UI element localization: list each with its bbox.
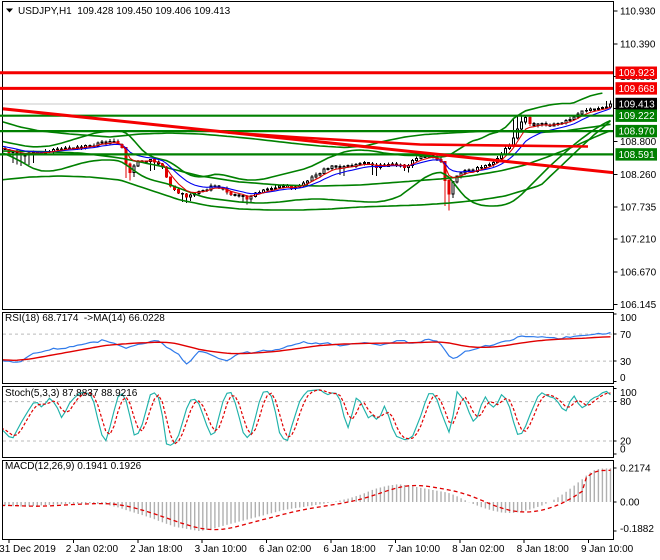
svg-text:30: 30 bbox=[620, 357, 632, 368]
svg-text:106.145: 106.145 bbox=[620, 300, 657, 311]
svg-text:108.800: 108.800 bbox=[620, 137, 657, 148]
svg-text:2 Jan 02:00: 2 Jan 02:00 bbox=[66, 544, 119, 555]
svg-text:0: 0 bbox=[620, 445, 626, 456]
svg-text:6 Jan 18:00: 6 Jan 18:00 bbox=[323, 544, 376, 555]
svg-text:109.923: 109.923 bbox=[619, 68, 656, 79]
svg-text:106.670: 106.670 bbox=[620, 268, 657, 279]
svg-text:RSI(18) 68.7174 ->MA(14) 66.0: RSI(18) 68.7174 ->MA(14) 66.0228 bbox=[5, 313, 165, 324]
svg-text:6 Jan 02:00: 6 Jan 02:00 bbox=[259, 544, 312, 555]
svg-text:0.2174: 0.2174 bbox=[620, 464, 651, 475]
svg-text:0: 0 bbox=[620, 373, 626, 384]
svg-text:108.591: 108.591 bbox=[619, 150, 656, 161]
svg-text:108.260: 108.260 bbox=[620, 170, 657, 181]
svg-text:109.413: 109.413 bbox=[619, 100, 656, 111]
svg-text:MACD(12,26,9) 0.1941 0.1926: MACD(12,26,9) 0.1941 0.1926 bbox=[5, 461, 142, 472]
svg-text:31 Dec 2019: 31 Dec 2019 bbox=[0, 544, 56, 555]
svg-text:108.970: 108.970 bbox=[619, 127, 656, 138]
svg-text:3 Jan 10:00: 3 Jan 10:00 bbox=[195, 544, 248, 555]
svg-text:8 Jan 02:00: 8 Jan 02:00 bbox=[452, 544, 505, 555]
svg-text:110.390: 110.390 bbox=[620, 40, 656, 51]
svg-text:109.668: 109.668 bbox=[619, 84, 656, 95]
svg-text:8 Jan 18:00: 8 Jan 18:00 bbox=[517, 544, 570, 555]
svg-text:107.735: 107.735 bbox=[620, 202, 657, 213]
svg-text:80: 80 bbox=[620, 397, 632, 408]
svg-text:20: 20 bbox=[620, 437, 632, 448]
svg-text:107.210: 107.210 bbox=[620, 235, 657, 246]
svg-text:100: 100 bbox=[620, 313, 637, 324]
svg-text:110.930: 110.930 bbox=[620, 7, 656, 18]
svg-text:0.00: 0.00 bbox=[620, 498, 640, 509]
svg-text:70: 70 bbox=[620, 330, 632, 341]
svg-text:7 Jan 10:00: 7 Jan 10:00 bbox=[388, 544, 441, 555]
svg-text:USDJPY,H1 109.428 109.450 109: USDJPY,H1 109.428 109.450 109.406 109.41… bbox=[18, 6, 231, 17]
svg-text:-0.1882: -0.1882 bbox=[620, 524, 654, 535]
svg-text:Stoch(5,3,3) 87.8837 88.9216: Stoch(5,3,3) 87.8837 88.9216 bbox=[5, 388, 138, 399]
svg-text:100: 100 bbox=[620, 388, 637, 399]
svg-text:9 Jan 10:00: 9 Jan 10:00 bbox=[581, 544, 634, 555]
svg-text:2 Jan 18:00: 2 Jan 18:00 bbox=[130, 544, 183, 555]
svg-text:109.222: 109.222 bbox=[619, 111, 656, 122]
